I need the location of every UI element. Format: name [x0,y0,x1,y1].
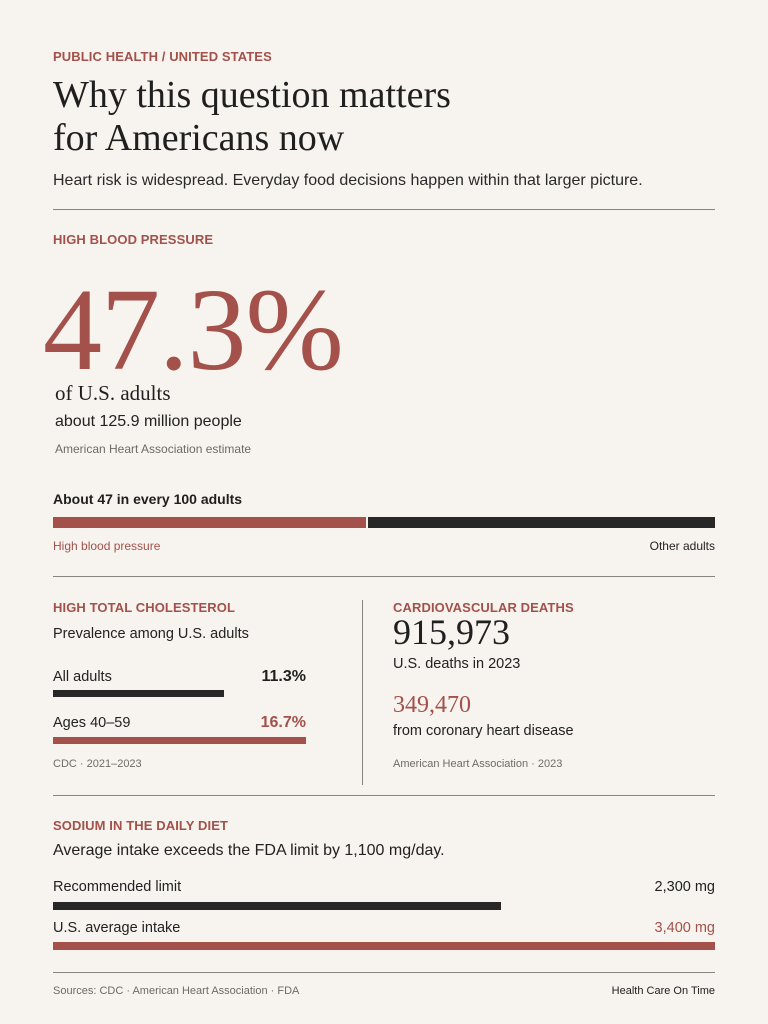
divider [53,209,715,210]
cholesterol-bar-all [53,690,224,697]
blood-pressure-split-bar [53,517,715,528]
blood-pressure-stat: 47.3% [43,264,344,395]
cholesterol-row-value-all: 11.3% [261,668,306,685]
sodium-bar-intake [53,942,715,950]
coronary-deaths-number: 349,470 [393,692,471,718]
footer-sources: Sources: CDC · American Heart Associatio… [53,985,300,997]
other-adults-segment [368,517,715,528]
deaths-number: 915,973 [393,612,510,652]
column-divider [362,600,363,785]
sodium-row-label-intake: U.S. average intake [53,920,181,936]
divider [53,972,715,973]
page-subtitle: Heart risk is widespread. Everyday food … [53,172,643,189]
coronary-deaths-subtitle: from coronary heart disease [393,723,574,739]
sodium-subtitle: Average intake exceeds the FDA limit by … [53,842,445,859]
page-title: Why this question matters for Americans … [53,74,713,160]
cholesterol-row-label-40-59: Ages 40–59 [53,715,131,731]
sodium-row-label-limit: Recommended limit [53,879,182,895]
divider [53,795,715,796]
cholesterol-label: HIGH TOTAL CHOLESTEROL [53,600,236,615]
split-bar-gap [366,517,368,528]
blood-pressure-bar-label: High blood pressure [53,539,161,553]
cholesterol-row-value-40-59: 16.7% [260,714,306,731]
cholesterol-subtitle: Prevalence among U.S. adults [53,626,249,642]
section-kicker: PUBLIC HEALTH / UNITED STATES [53,49,272,64]
deaths-subtitle: U.S. deaths in 2023 [393,656,521,672]
sodium-row-value-limit: 2,300 mg [654,879,715,895]
blood-pressure-segment [53,517,366,528]
deaths-label: CARDIOVASCULAR DEATHS [393,600,574,615]
sodium-bar-limit [53,902,501,910]
cholesterol-row-label-all: All adults [53,669,112,685]
blood-pressure-stat-unit: of U.S. adults [55,381,171,405]
deaths-source: American Heart Association · 2023 [393,758,563,770]
footer-brand: Health Care On Time [611,985,715,997]
blood-pressure-label: HIGH BLOOD PRESSURE [53,232,214,247]
blood-pressure-source: American Heart Association estimate [55,442,252,456]
sodium-row-value-intake: 3,400 mg [654,920,715,936]
cholesterol-bar-40-59 [53,737,306,744]
sodium-label: SODIUM IN THE DAILY DIET [53,818,229,833]
other-adults-bar-label: Other adults [649,539,715,553]
page-title-line-2: for Americans now [53,117,345,159]
blood-pressure-bar-title: About 47 in every 100 adults [53,491,243,507]
blood-pressure-people: about 125.9 million people [55,413,242,430]
divider [53,576,715,577]
page-title-line-1: Why this question matters [53,74,451,116]
cholesterol-source: CDC · 2021–2023 [53,758,142,770]
